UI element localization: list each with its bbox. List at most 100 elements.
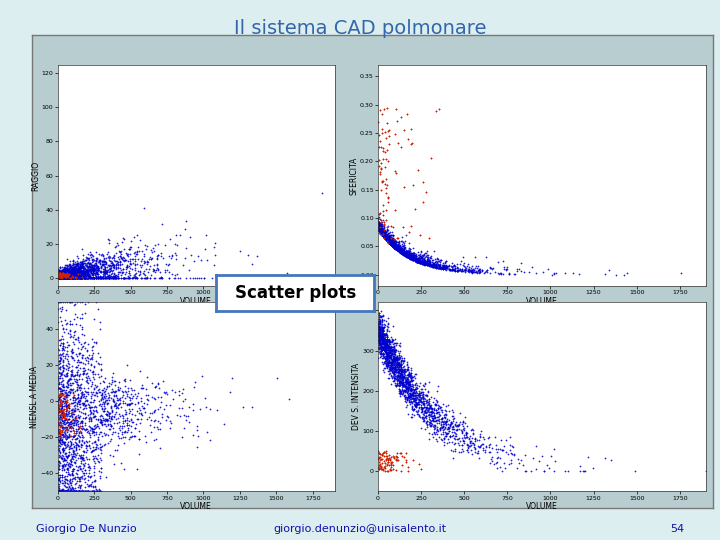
Point xyxy=(413,258,424,266)
Point xyxy=(120,410,131,418)
Point xyxy=(66,273,78,282)
Point xyxy=(129,269,140,278)
Point xyxy=(373,219,384,228)
Point xyxy=(384,237,395,246)
Point xyxy=(184,273,196,282)
Point xyxy=(458,439,469,448)
Point xyxy=(102,272,113,281)
Point xyxy=(460,430,472,439)
Point xyxy=(103,235,114,244)
Point xyxy=(376,342,387,350)
Point xyxy=(91,266,102,275)
Point xyxy=(144,273,156,282)
Point xyxy=(392,360,404,369)
Point xyxy=(94,400,106,408)
Point xyxy=(379,339,391,347)
Point xyxy=(400,373,411,382)
Point xyxy=(384,366,395,375)
Point xyxy=(74,369,86,378)
Point xyxy=(382,237,393,245)
Point xyxy=(73,431,85,440)
Point xyxy=(68,447,80,455)
Point xyxy=(406,253,418,262)
Point xyxy=(408,405,420,414)
Point xyxy=(131,231,143,239)
Point xyxy=(56,273,68,282)
Point xyxy=(75,487,86,496)
Point xyxy=(122,249,133,258)
Point xyxy=(68,338,79,347)
Point xyxy=(67,423,78,432)
Point xyxy=(410,257,421,266)
Point xyxy=(61,273,73,282)
Point xyxy=(85,261,96,269)
Point xyxy=(80,266,91,274)
Point xyxy=(120,399,131,407)
Point xyxy=(420,256,431,265)
Point xyxy=(61,349,73,358)
Point xyxy=(78,439,90,448)
Point xyxy=(84,265,96,273)
Point xyxy=(77,401,89,409)
Point xyxy=(400,248,411,256)
Point xyxy=(71,268,82,276)
Point xyxy=(59,273,71,282)
Point xyxy=(419,424,431,433)
Point xyxy=(104,436,116,445)
Point xyxy=(107,452,119,461)
Point xyxy=(80,260,91,268)
Point xyxy=(392,244,403,253)
Point xyxy=(378,228,390,237)
Point xyxy=(405,254,416,263)
Point xyxy=(56,272,68,280)
Point xyxy=(374,334,385,342)
Point xyxy=(404,254,415,262)
Point xyxy=(405,382,416,391)
Point xyxy=(374,227,385,235)
Point xyxy=(379,232,391,240)
Point xyxy=(410,390,422,399)
Point xyxy=(109,428,121,437)
Point xyxy=(424,259,436,268)
Point xyxy=(91,272,102,281)
Point xyxy=(53,273,64,282)
Point xyxy=(447,262,459,271)
Point xyxy=(97,272,109,280)
Point xyxy=(89,395,100,404)
Point xyxy=(382,104,393,112)
Point xyxy=(78,264,89,272)
Point xyxy=(138,399,150,407)
Point xyxy=(93,258,104,267)
Point xyxy=(374,227,386,235)
Point xyxy=(64,273,76,281)
Point xyxy=(433,402,445,410)
Point xyxy=(67,271,78,280)
Point xyxy=(96,388,108,397)
Point xyxy=(68,330,79,339)
Point xyxy=(91,415,102,423)
Point xyxy=(416,253,428,261)
Point xyxy=(385,355,397,363)
Point xyxy=(54,271,66,279)
Point xyxy=(423,258,434,267)
Point xyxy=(63,267,75,276)
Point xyxy=(375,228,387,237)
Point xyxy=(71,269,83,278)
Point xyxy=(66,487,77,496)
Point xyxy=(395,369,406,378)
Point xyxy=(386,240,397,248)
Point xyxy=(383,454,395,462)
Point xyxy=(407,253,418,261)
Point xyxy=(82,263,94,272)
Point xyxy=(130,272,141,280)
Point xyxy=(125,414,137,423)
Point xyxy=(69,458,81,467)
Point xyxy=(408,400,419,408)
Point xyxy=(473,443,485,451)
Point xyxy=(104,425,116,434)
Point xyxy=(157,376,168,385)
Point xyxy=(410,392,421,400)
Point xyxy=(467,429,479,438)
Point xyxy=(452,265,464,274)
Point xyxy=(390,346,402,354)
